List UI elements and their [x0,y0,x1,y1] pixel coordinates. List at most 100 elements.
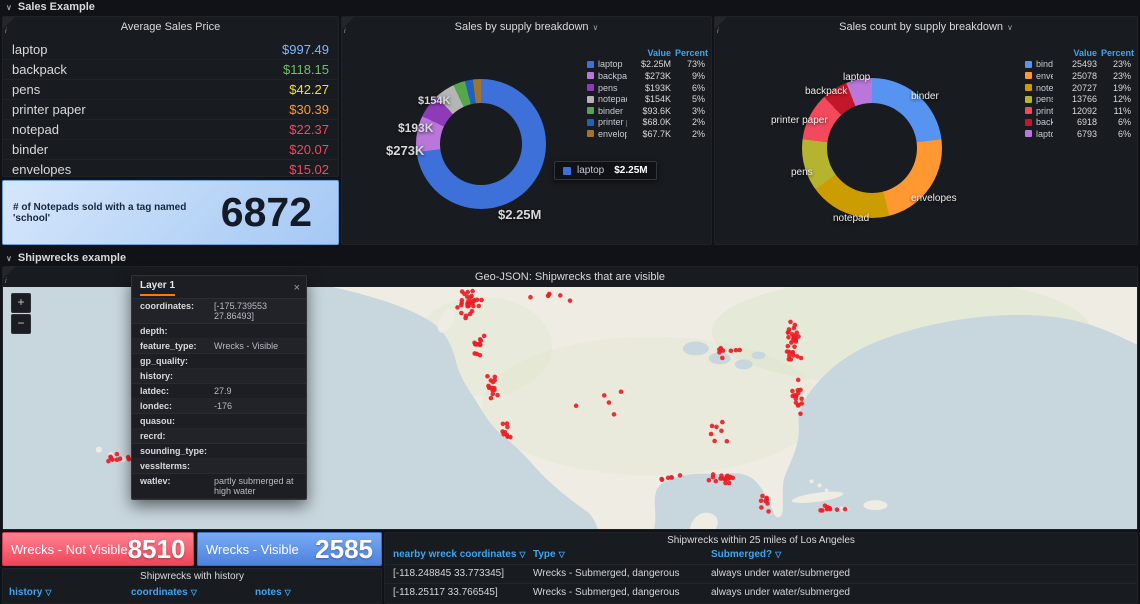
panel-info-icon[interactable]: i [3,267,15,285]
shipwreck-marker[interactable] [798,387,803,393]
shipwreck-marker[interactable] [786,335,791,340]
shipwreck-marker[interactable] [795,354,800,359]
panel-title[interactable]: Average Sales Price [120,21,221,33]
shipwreck-marker[interactable] [558,293,563,298]
shipwreck-marker[interactable] [708,431,714,437]
shipwreck-marker[interactable] [799,396,804,402]
shipwreck-marker[interactable] [786,349,792,355]
panel-title[interactable]: Shipwrecks with history [140,571,244,582]
shipwreck-marker[interactable] [737,347,742,353]
legend-item[interactable]: envelopes $67.7K 2% [587,128,705,140]
shipwreck-marker[interactable] [114,457,120,463]
shipwreck-marker[interactable] [790,393,796,399]
shipwreck-marker[interactable] [788,357,794,362]
shipwreck-marker[interactable] [795,377,801,383]
shipwreck-marker[interactable] [723,480,728,486]
shipwreck-marker[interactable] [788,319,793,325]
shipwreck-marker[interactable] [717,347,722,352]
shipwreck-marker[interactable] [842,506,848,512]
column-header[interactable]: coordinates ▽ [131,587,197,598]
shipwreck-marker[interactable] [710,474,716,480]
shipwreck-marker[interactable] [573,403,579,409]
shipwreck-marker[interactable] [472,342,478,347]
shipwreck-marker[interactable] [528,294,533,300]
legend-item[interactable]: backpack 6918 6% [1025,117,1131,129]
shipwreck-marker[interactable] [114,451,120,457]
legend-item[interactable]: binder 25493 23% [1025,59,1131,71]
table-row[interactable]: pens $42.27 [3,80,338,100]
shipwreck-marker[interactable] [505,434,510,439]
shipwreck-marker[interactable] [818,508,823,513]
shipwreck-marker[interactable] [455,305,460,310]
shipwreck-marker[interactable] [481,333,487,339]
shipwreck-marker[interactable] [126,456,132,462]
legend-item[interactable]: notepad 20727 19% [1025,82,1131,94]
shipwreck-marker[interactable] [469,293,474,299]
shipwreck-marker[interactable] [785,343,791,349]
filter-icon[interactable]: ▽ [558,550,565,559]
shipwreck-marker[interactable] [472,351,477,356]
shipwreck-marker[interactable] [796,402,801,408]
zoom-in-button[interactable]: + [11,293,31,313]
shipwreck-marker[interactable] [763,498,768,504]
panel-title[interactable]: Sales by supply breakdown ∨ [342,17,711,37]
shipwreck-marker[interactable] [106,458,111,464]
shipwreck-marker[interactable] [500,429,505,434]
shipwreck-marker[interactable] [606,400,612,405]
shipwreck-marker[interactable] [785,330,791,335]
table-row[interactable]: [-118.25117 33.766545] Wrecks - Submerged… [385,583,1137,602]
panel-title[interactable]: Sales count by supply breakdown ∨ [715,17,1137,37]
shipwreck-marker[interactable] [505,424,510,430]
shipwreck-marker[interactable] [713,478,719,484]
panel-title[interactable]: Shipwrecks within 25 miles of Los Angele… [667,535,855,546]
legend-item[interactable]: pens $193K 6% [587,82,705,94]
column-header[interactable]: Type ▽ [533,549,565,560]
shipwreck-marker[interactable] [712,438,717,444]
shipwreck-marker[interactable] [759,505,764,510]
shipwreck-marker[interactable] [477,341,482,347]
shipwreck-marker[interactable] [719,428,724,434]
shipwreck-marker[interactable] [720,419,725,425]
shipwreck-marker[interactable] [724,438,730,444]
filter-icon[interactable]: ▽ [284,588,291,597]
filter-icon[interactable]: ▽ [519,550,526,559]
shipwreck-marker[interactable] [665,475,671,481]
table-row[interactable]: notepad $22.37 [3,120,338,140]
shipwreck-marker[interactable] [793,339,799,344]
shipwreck-marker[interactable] [789,340,794,345]
shipwreck-marker[interactable] [464,294,470,299]
table-row[interactable]: [-118.248845 33.773345] Wrecks - Submerge… [385,564,1137,583]
legend-item[interactable]: backpack $273K 9% [587,70,705,82]
shipwreck-marker[interactable] [791,353,796,358]
shipwreck-marker[interactable] [490,387,495,393]
shipwreck-marker[interactable] [790,388,795,394]
shipwreck-marker[interactable] [477,337,483,342]
shipwreck-marker[interactable] [492,377,498,383]
table-row[interactable]: printer paper $30.39 [3,100,338,120]
shipwreck-marker[interactable] [792,344,797,349]
shipwreck-marker[interactable] [459,310,464,316]
shipwreck-marker[interactable] [714,424,719,430]
legend-item[interactable]: pens 13766 12% [1025,93,1131,105]
table-row[interactable]: laptop $997.49 [3,40,338,60]
shipwreck-marker[interactable] [677,473,683,478]
zoom-out-button[interactable]: − [11,314,31,334]
shipwreck-marker[interactable] [470,288,475,294]
shipwreck-marker[interactable] [669,475,674,480]
legend-item[interactable]: notepad $154K 5% [587,93,705,105]
shipwreck-marker[interactable] [486,383,491,389]
table-row[interactable]: envelopes $15.02 [3,160,338,180]
table-row[interactable]: binder $20.07 [3,140,338,160]
shipwreck-marker[interactable] [827,506,833,512]
legend-item[interactable]: envelopes 25078 23% [1025,70,1131,82]
shipwreck-marker[interactable] [659,476,664,482]
shipwreck-marker[interactable] [834,507,840,512]
column-header[interactable]: history ▽ [9,587,52,598]
shipwreck-marker[interactable] [758,498,764,504]
row-header-sales[interactable]: ∨ Sales Example [6,1,95,13]
row-header-shipwrecks[interactable]: ∨ Shipwrecks example [6,252,126,264]
filter-icon[interactable]: ▽ [775,550,782,559]
shipwreck-marker[interactable] [471,298,477,303]
shipwreck-marker[interactable] [110,457,115,462]
shipwreck-marker[interactable] [477,352,483,358]
